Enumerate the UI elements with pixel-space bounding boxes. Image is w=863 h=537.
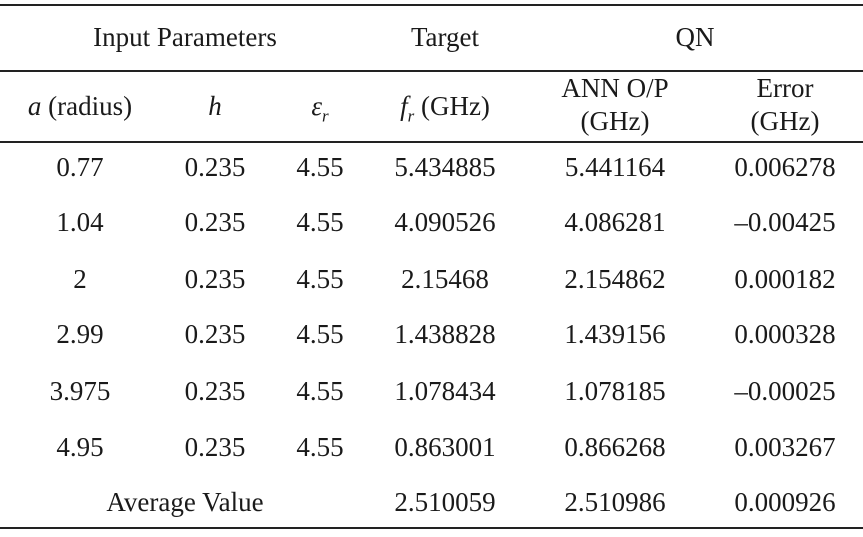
cell-h: 0.235 xyxy=(184,207,246,237)
ann-header-line1: ANN O/P xyxy=(561,73,669,103)
column-header-rule xyxy=(0,141,863,143)
cell-ann-output: 2.154862 xyxy=(564,264,666,294)
column-header-ann-output: ANN O/P (GHz) xyxy=(540,72,690,138)
cell-error: 0.000182 xyxy=(734,264,836,294)
group-header-target: Target xyxy=(410,22,480,52)
table-bottom-rule xyxy=(0,527,863,529)
error-header-line2: (GHz) xyxy=(750,106,820,136)
frequency-subscript: r xyxy=(407,106,415,126)
table-top-rule xyxy=(0,4,863,6)
cell-radius: 0.77 xyxy=(56,152,104,182)
cell-ann-output: 4.086281 xyxy=(564,207,666,237)
column-header-error: Error (GHz) xyxy=(712,72,858,138)
column-header-permittivity: εr xyxy=(280,91,360,131)
average-target-frequency: 2.510059 xyxy=(394,487,496,517)
cell-ann-output: 1.078185 xyxy=(564,376,666,406)
cell-radius: 3.975 xyxy=(49,376,111,406)
average-ann-output: 2.510986 xyxy=(564,487,666,517)
column-header-radius: a (radius) xyxy=(5,91,155,121)
column-header-resonant-frequency: fr (GHz) xyxy=(375,91,515,131)
cell-target-frequency: 0.863001 xyxy=(394,432,496,462)
ann-header-line2: (GHz) xyxy=(580,106,650,136)
cell-error: –0.00425 xyxy=(734,207,836,237)
cell-ann-output: 1.439156 xyxy=(564,319,666,349)
cell-error: 0.003267 xyxy=(734,432,836,462)
error-header-line1: Error xyxy=(756,73,814,103)
cell-ann-output: 0.866268 xyxy=(564,432,666,462)
cell-target-frequency: 5.434885 xyxy=(394,152,496,182)
epsilon-subscript: r xyxy=(322,106,329,126)
column-header-h: h xyxy=(208,91,222,121)
cell-target-frequency: 1.078434 xyxy=(394,376,496,406)
cell-permittivity: 4.55 xyxy=(296,376,344,406)
cell-h: 0.235 xyxy=(184,264,246,294)
cell-radius: 2 xyxy=(73,264,87,294)
cell-target-frequency: 2.15468 xyxy=(401,264,489,294)
cell-error: –0.00025 xyxy=(734,376,836,406)
cell-ann-output: 5.441164 xyxy=(564,152,666,182)
cell-permittivity: 4.55 xyxy=(296,152,344,182)
cell-permittivity: 4.55 xyxy=(296,207,344,237)
frequency-unit: (GHz) xyxy=(414,91,490,121)
average-error: 0.000926 xyxy=(734,487,836,517)
cell-radius: 1.04 xyxy=(56,207,104,237)
cell-permittivity: 4.55 xyxy=(296,264,344,294)
cell-h: 0.235 xyxy=(184,376,246,406)
cell-error: 0.000328 xyxy=(734,319,836,349)
group-header-input-parameters: Input Parameters xyxy=(93,22,277,52)
cell-h: 0.235 xyxy=(184,432,246,462)
cell-error: 0.006278 xyxy=(734,152,836,182)
radius-suffix: (radius) xyxy=(41,91,133,121)
radius-symbol: a xyxy=(27,91,42,121)
cell-radius: 2.99 xyxy=(56,319,104,349)
epsilon-symbol: ε xyxy=(311,91,322,121)
average-label: Average Value xyxy=(106,487,264,517)
cell-target-frequency: 4.090526 xyxy=(394,207,496,237)
cell-radius: 4.95 xyxy=(56,432,104,462)
cell-h: 0.235 xyxy=(184,152,246,182)
frequency-symbol: f xyxy=(400,91,408,121)
cell-target-frequency: 1.438828 xyxy=(394,319,496,349)
cell-permittivity: 4.55 xyxy=(296,319,344,349)
group-header-qn: QN xyxy=(675,22,715,52)
cell-h: 0.235 xyxy=(184,319,246,349)
group-header-rule xyxy=(0,70,863,72)
cell-permittivity: 4.55 xyxy=(296,432,344,462)
